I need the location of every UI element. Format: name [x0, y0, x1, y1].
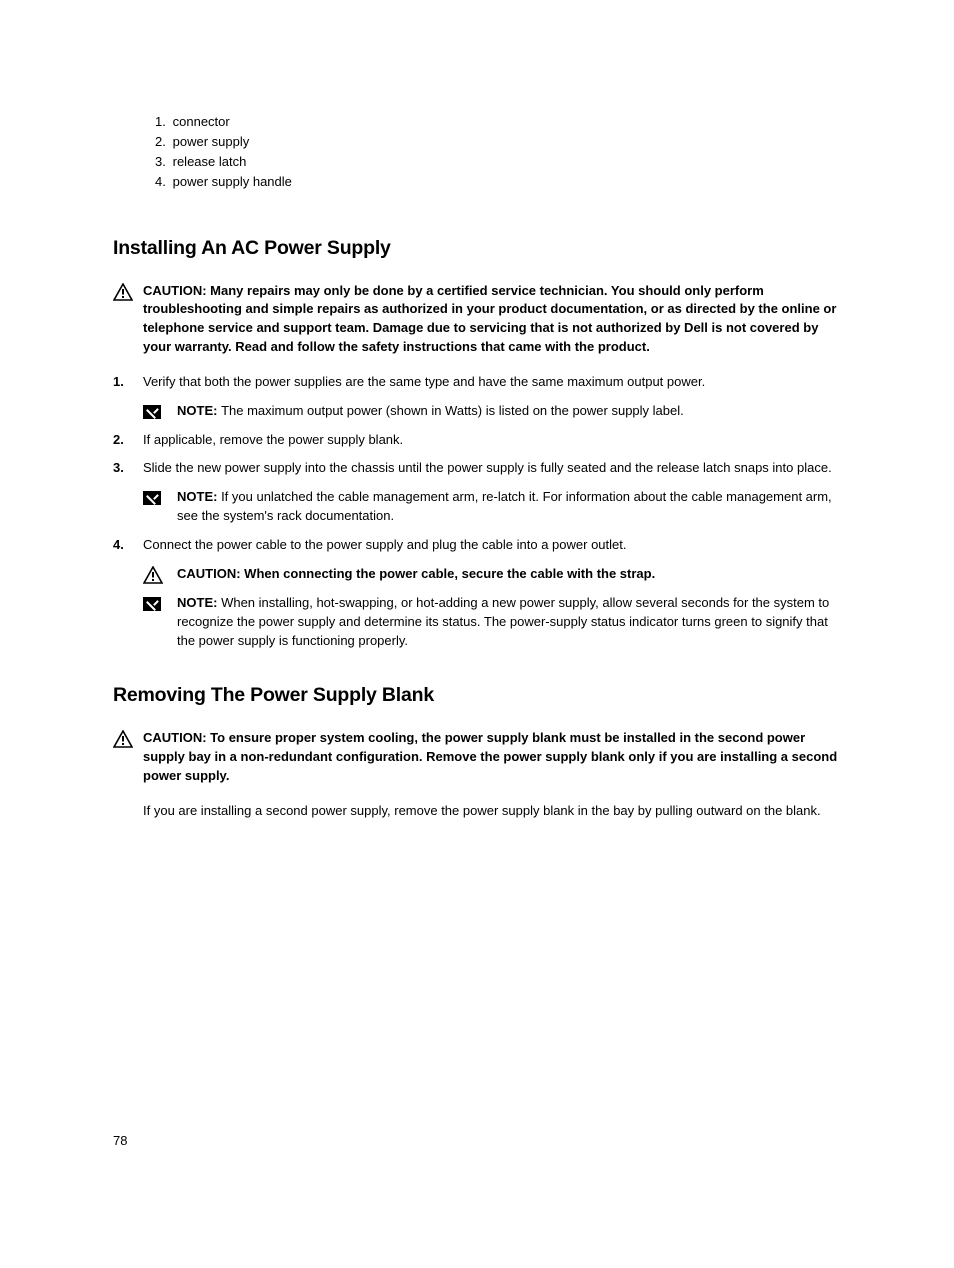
note-callout: NOTE: If you unlatched the cable managem… — [143, 488, 841, 526]
legend-list: 1. connector 2. power supply 3. release … — [155, 112, 841, 193]
caution-label: CAUTION: — [177, 566, 244, 581]
legend-label: release latch — [173, 154, 247, 169]
step-text: Verify that both the power supplies are … — [143, 374, 705, 389]
legend-item: 1. connector — [155, 112, 841, 132]
legend-number: 3. — [155, 152, 169, 172]
legend-label: connector — [173, 114, 230, 129]
legend-number: 2. — [155, 132, 169, 152]
note-text: NOTE: When installing, hot-swapping, or … — [177, 594, 841, 651]
note-text: NOTE: The maximum output power (shown in… — [177, 402, 841, 421]
section-heading: Removing The Power Supply Blank — [113, 684, 841, 707]
caution-callout: CAUTION: When connecting the power cable… — [143, 565, 841, 584]
legend-item: 4. power supply handle — [155, 172, 841, 192]
note-callout: NOTE: The maximum output power (shown in… — [143, 402, 841, 421]
step-text: If applicable, remove the power supply b… — [143, 432, 403, 447]
caution-body: When connecting the power cable, secure … — [244, 566, 655, 581]
note-text: NOTE: If you unlatched the cable managem… — [177, 488, 841, 526]
legend-number: 1. — [155, 112, 169, 132]
step-item: Slide the new power supply into the chas… — [113, 459, 841, 526]
caution-label: CAUTION: — [143, 730, 210, 745]
legend-label: power supply handle — [173, 174, 292, 189]
caution-icon — [113, 282, 143, 301]
step-item: Verify that both the power supplies are … — [113, 373, 841, 421]
note-body: When installing, hot-swapping, or hot-ad… — [177, 595, 829, 648]
caution-callout: CAUTION: To ensure proper system cooling… — [113, 729, 841, 786]
note-callout: NOTE: When installing, hot-swapping, or … — [143, 594, 841, 651]
note-body: The maximum output power (shown in Watts… — [221, 403, 684, 418]
step-item: If applicable, remove the power supply b… — [113, 431, 841, 450]
note-icon — [143, 402, 177, 419]
caution-label: CAUTION: — [143, 283, 210, 298]
note-icon — [143, 594, 177, 611]
step-text: Slide the new power supply into the chas… — [143, 460, 832, 475]
body-paragraph: If you are installing a second power sup… — [143, 802, 841, 821]
caution-body: Many repairs may only be done by a certi… — [143, 283, 836, 355]
legend-label: power supply — [173, 134, 250, 149]
legend-number: 4. — [155, 172, 169, 192]
caution-text: CAUTION: To ensure proper system cooling… — [143, 729, 841, 786]
note-label: NOTE: — [177, 489, 221, 504]
note-icon — [143, 488, 177, 505]
page-number: 78 — [113, 1133, 127, 1148]
note-label: NOTE: — [177, 595, 221, 610]
caution-icon — [113, 729, 143, 748]
caution-callout: CAUTION: Many repairs may only be done b… — [113, 282, 841, 357]
legend-item: 3. release latch — [155, 152, 841, 172]
steps-list: Verify that both the power supplies are … — [113, 373, 841, 650]
caution-icon — [143, 565, 177, 584]
step-text: Connect the power cable to the power sup… — [143, 537, 626, 552]
caution-text: CAUTION: Many repairs may only be done b… — [143, 282, 841, 357]
caution-text: CAUTION: When connecting the power cable… — [177, 565, 841, 584]
caution-body: To ensure proper system cooling, the pow… — [143, 730, 837, 783]
section-removing-power-supply-blank: Removing The Power Supply Blank CAUTION:… — [113, 684, 841, 820]
note-label: NOTE: — [177, 403, 221, 418]
step-item: Connect the power cable to the power sup… — [113, 536, 841, 650]
legend-item: 2. power supply — [155, 132, 841, 152]
section-installing-ac-power-supply: Installing An AC Power Supply CAUTION: M… — [113, 237, 841, 651]
note-body: If you unlatched the cable management ar… — [177, 489, 832, 523]
section-heading: Installing An AC Power Supply — [113, 237, 841, 260]
